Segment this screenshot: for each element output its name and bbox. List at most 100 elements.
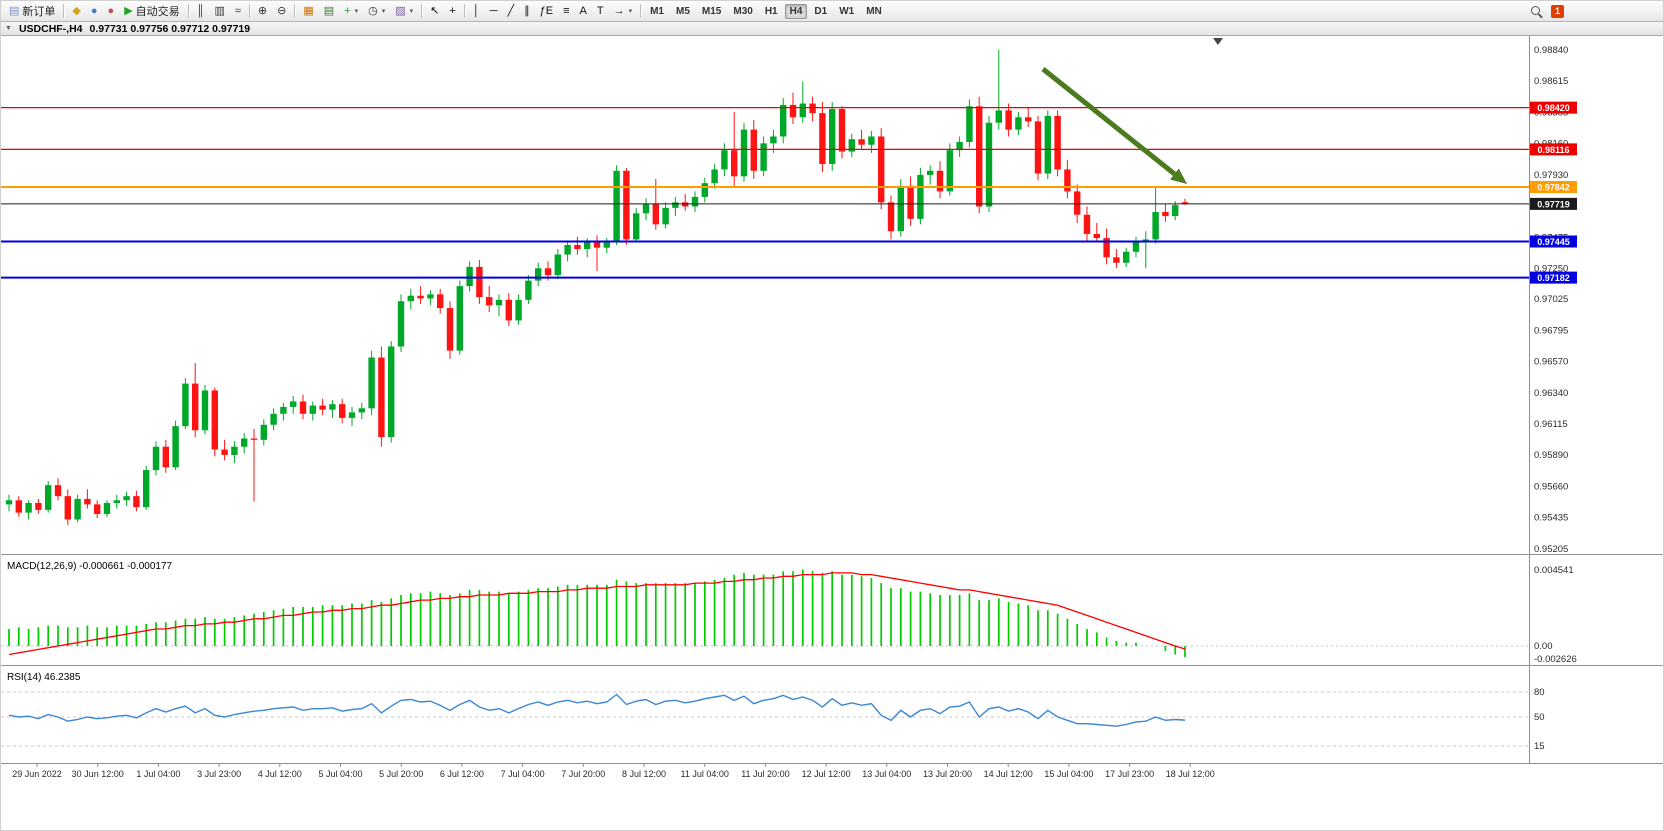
candle-body [1044,115,1051,174]
trend-arrow-head[interactable] [1170,168,1187,184]
candle-body [652,203,659,225]
candle-body [780,104,787,137]
timeframe-button-D1[interactable]: D1 [814,5,828,17]
periods-button[interactable]: ◷ ▾ [363,1,390,21]
candle-body [1054,115,1061,170]
candle-body [731,150,738,177]
bar-chart-icon: ║ [196,5,205,17]
candle-body [750,129,757,171]
candle-body [564,244,571,255]
candle-body [143,470,150,508]
new-order-button[interactable]: ▤ 新订单 [4,1,60,21]
horizontal-line-tool-button[interactable]: ─ [485,1,503,21]
fibonacci-tool-button[interactable]: ƒE [535,1,558,21]
templates-button[interactable]: ▨ ▾ [390,1,418,21]
candle-body [682,202,689,207]
timeframe-button-M1[interactable]: M1 [650,5,664,17]
chevron-down-icon: ▾ [628,8,633,15]
rsi-axis-label: 15 [1534,741,1545,752]
search-icon[interactable] [1530,5,1543,18]
label-tool-button[interactable]: T [592,1,609,21]
notification-badge[interactable]: 1 [1551,4,1564,18]
price-badge [1530,143,1577,156]
fibonacci-icon: ƒE [539,5,554,17]
candle-body [476,266,483,298]
trendline-tool-button[interactable]: ╱ [502,1,519,21]
price-axis-label: 0.97250 [1534,263,1568,274]
horizontal-line-icon: ─ [489,5,498,17]
rsi-axis-label: 50 [1534,712,1545,723]
cycle-lines-icon: ≡ [563,5,570,17]
candle-body [819,113,826,164]
candle-body [887,202,895,232]
autotrading-button[interactable]: ▶ 自动交易 [119,1,184,21]
candle-body [917,174,924,219]
candle-body [1025,117,1032,122]
macd-axis-label: -0.002626 [1534,654,1577,665]
candle-body [760,143,767,171]
timeframe-button-M15[interactable]: M15 [701,5,722,17]
price-axis-label: 0.96340 [1534,388,1568,399]
tile-windows-button[interactable]: ▦ [298,1,318,21]
gold-button[interactable]: ◆ [67,1,85,21]
candle-body [417,295,424,299]
one-click-trading-toggle[interactable]: ▼ [5,25,12,32]
vertical-line-tool-button[interactable]: │ [468,1,485,21]
candle-body [868,136,875,145]
candle-body [515,299,522,321]
line-chart-button[interactable]: ≈ [230,1,246,21]
play-icon: ▶ [124,5,133,17]
price-axis-label: 0.97025 [1534,294,1568,305]
candle-body [182,383,189,427]
cycle-lines-tool-button[interactable]: ≡ [558,1,574,21]
cursor-tool-button[interactable]: ↖ [425,1,444,21]
candle-body [985,122,993,207]
candle-body [339,404,346,418]
price-axis-label: 0.96570 [1534,357,1568,368]
candlestick-chart-button[interactable]: ▥ [209,1,229,21]
candle-body [574,244,581,250]
candle-body [1172,205,1179,217]
trend-arrow-shaft[interactable] [1041,67,1177,176]
candle-body [907,185,914,219]
autotrading-button-label: 自动交易 [135,6,180,18]
timeframe-button-W1[interactable]: W1 [839,5,855,17]
price-badge-label: 0.98420 [1537,103,1570,113]
price-axis-label: 0.96115 [1534,419,1568,430]
candle-body [329,404,336,410]
zoom-in-button[interactable]: ⊕ [253,1,272,21]
macd-axis-label: 0.00 [1534,641,1553,652]
candle-body [162,446,169,468]
candle-body [397,301,405,347]
timeframe-button-MN[interactable]: MN [866,5,882,17]
candle-body [623,170,630,240]
candle-body [1034,121,1042,174]
candle-body [35,503,42,510]
time-axis-label: 6 Jul 12:00 [440,769,484,779]
zoom-out-button[interactable]: ⊖ [272,1,291,21]
indicators-button[interactable]: + ▾ [339,1,363,21]
macd-axis-label: 0.004541 [1534,565,1574,576]
bar-chart-button[interactable]: ║ [192,1,210,21]
price-chart-canvas[interactable]: 0.988400.986150.983850.981600.979300.977… [1,36,1664,784]
text-tool-button[interactable]: A [575,1,592,21]
timeframe-button-H4[interactable]: H4 [784,3,808,19]
time-axis-label: 17 Jul 23:00 [1105,769,1154,779]
time-axis-label: 5 Jul 20:00 [379,769,423,779]
candle-body [535,268,542,281]
community-button[interactable]: ● [103,1,120,21]
timeframe-button-M30[interactable]: M30 [733,5,753,17]
channel-tool-button[interactable]: ∥ [519,1,535,21]
crosshair-tool-button[interactable]: + [444,1,460,21]
arrows-tool-button[interactable]: → ▾ [609,1,638,21]
candle-body [1132,240,1140,252]
candle-body [544,268,552,276]
price-axis-label: 0.95890 [1534,450,1568,461]
candle-body [838,109,846,152]
cascade-windows-button[interactable]: ▤ [319,1,339,21]
toolbar-separator [463,4,465,18]
profile-button[interactable]: ● [86,1,103,21]
chart-shift-marker[interactable] [1213,38,1223,45]
timeframe-button-M5[interactable]: M5 [676,5,690,17]
timeframe-button-H1[interactable]: H1 [764,5,778,17]
